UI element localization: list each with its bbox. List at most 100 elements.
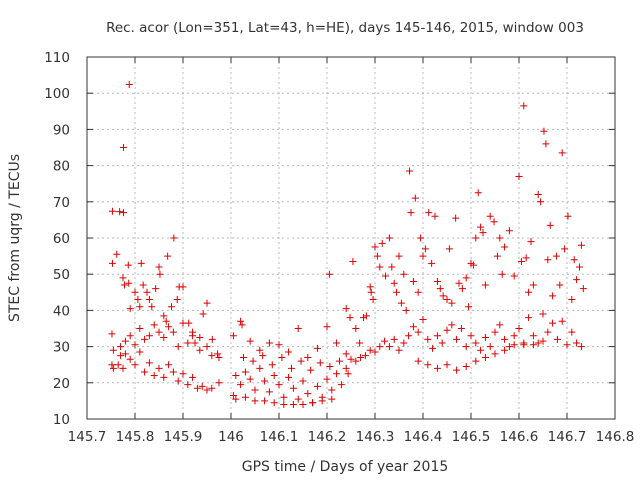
- data-point: [198, 382, 206, 390]
- data-point: [563, 341, 571, 349]
- data-point: [429, 344, 437, 352]
- data-point: [373, 252, 381, 260]
- data-point: [325, 270, 333, 278]
- data-point: [431, 212, 439, 220]
- data-point: [393, 288, 401, 296]
- y-tick-label: 90: [53, 122, 70, 138]
- data-point: [309, 399, 317, 407]
- data-point: [501, 243, 509, 251]
- data-point: [359, 314, 367, 322]
- data-point: [568, 296, 576, 304]
- data-point: [462, 363, 470, 371]
- data-point: [256, 346, 264, 354]
- data-point: [326, 363, 334, 371]
- data-point: [160, 373, 168, 381]
- data-point: [474, 189, 482, 197]
- data-point: [544, 256, 552, 264]
- data-point: [452, 214, 460, 222]
- data-point: [369, 296, 377, 304]
- data-point: [313, 344, 321, 352]
- data-point: [342, 364, 350, 372]
- data-point: [270, 399, 278, 407]
- data-point: [335, 357, 343, 365]
- data-point: [534, 191, 542, 199]
- data-point: [265, 388, 273, 396]
- data-point: [136, 348, 144, 356]
- data-point: [145, 296, 153, 304]
- data-point: [191, 339, 199, 347]
- y-tick-label: 80: [53, 159, 70, 175]
- data-point: [145, 359, 153, 367]
- data-point: [116, 208, 124, 216]
- y-tick-labels: 10 20 30 40 50 60 70 80 90 100 110: [44, 50, 70, 428]
- data-point: [406, 167, 414, 175]
- data-point: [417, 234, 425, 242]
- data-point: [481, 353, 489, 361]
- data-point: [139, 281, 147, 289]
- x-axis-label: GPS time / Days of year 2015: [242, 459, 449, 475]
- data-point: [349, 258, 357, 266]
- data-point: [126, 305, 134, 313]
- data-point: [134, 296, 142, 304]
- y-tick-label: 50: [53, 267, 70, 283]
- x-tick-label: 145.9: [164, 429, 203, 445]
- data-point: [515, 172, 523, 180]
- data-point: [215, 353, 223, 361]
- data-point: [385, 343, 393, 351]
- data-point: [268, 361, 276, 369]
- data-point: [237, 317, 245, 325]
- data-point: [397, 299, 405, 307]
- data-point: [189, 328, 197, 336]
- data-point: [501, 335, 509, 343]
- data-point: [469, 261, 477, 269]
- data-point: [131, 361, 139, 369]
- grid: [87, 57, 615, 419]
- y-axis-label: STEC from uqrg / TECUs: [7, 154, 23, 322]
- data-point: [203, 343, 211, 351]
- data-point: [289, 401, 297, 409]
- data-point: [366, 346, 374, 354]
- data-point: [173, 296, 181, 304]
- data-point: [465, 303, 473, 311]
- data-point: [150, 321, 158, 329]
- data-point: [491, 328, 499, 336]
- data-point: [155, 364, 163, 372]
- data-point: [259, 352, 267, 360]
- data-point: [529, 281, 537, 289]
- data-point: [436, 285, 444, 293]
- data-point: [126, 355, 134, 363]
- data-point: [229, 332, 237, 340]
- data-point: [131, 288, 139, 296]
- data-point: [510, 341, 518, 349]
- data-point: [505, 343, 513, 351]
- data-point: [275, 341, 283, 349]
- x-tick-label: 146.3: [356, 429, 395, 445]
- data-point: [496, 234, 504, 242]
- data-point: [537, 198, 545, 206]
- data-point: [208, 384, 216, 392]
- data-point: [289, 384, 297, 392]
- data-point: [174, 377, 182, 385]
- data-point: [366, 283, 374, 291]
- data-point: [241, 368, 249, 376]
- data-point: [421, 245, 429, 253]
- data-point: [527, 238, 535, 246]
- data-point: [328, 395, 336, 403]
- data-point: [561, 245, 569, 253]
- data-point: [184, 381, 192, 389]
- data-point: [568, 328, 576, 336]
- data-point: [448, 321, 456, 329]
- data-point: [239, 353, 247, 361]
- data-point: [261, 397, 269, 405]
- data-point: [496, 321, 504, 329]
- data-point: [510, 332, 518, 340]
- data-point: [472, 339, 480, 347]
- data-point: [323, 323, 331, 331]
- data-point: [433, 332, 441, 340]
- data-point: [419, 315, 427, 323]
- data-point: [246, 337, 254, 345]
- data-point: [249, 357, 257, 365]
- data-point: [125, 81, 133, 89]
- data-point: [203, 299, 211, 307]
